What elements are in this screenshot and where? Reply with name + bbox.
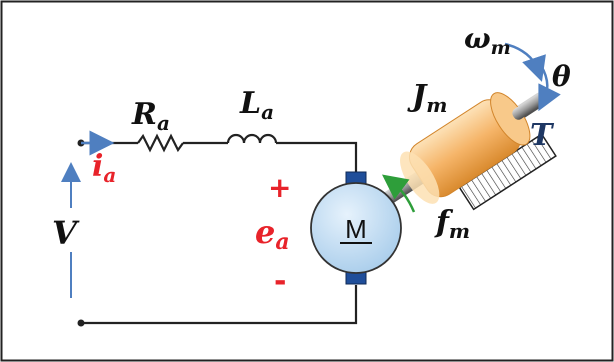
- emf-label: ea: [255, 213, 290, 255]
- inductor-symbol: [226, 133, 278, 144]
- motor-label: M: [345, 214, 367, 244]
- emf-minus-label: -: [274, 264, 286, 299]
- angle-arrow: [536, 59, 561, 112]
- resistor-symbol: [137, 133, 184, 153]
- speed-label: ωm: [464, 22, 511, 59]
- terminal-bottom: [77, 319, 85, 327]
- resistance-label: Ra: [131, 97, 170, 135]
- angle-label: θ: [552, 60, 571, 93]
- torque-label: T: [530, 118, 555, 153]
- motor-body: [310, 182, 402, 274]
- current-label: ia: [92, 149, 116, 187]
- inertia-label: Jm: [407, 79, 447, 117]
- friction-arrow: [382, 174, 416, 213]
- speed-arrow: [504, 42, 546, 82]
- inductance-label: La: [239, 86, 274, 124]
- voltage-label: V: [52, 214, 80, 252]
- emf-plus-label: +: [268, 171, 291, 204]
